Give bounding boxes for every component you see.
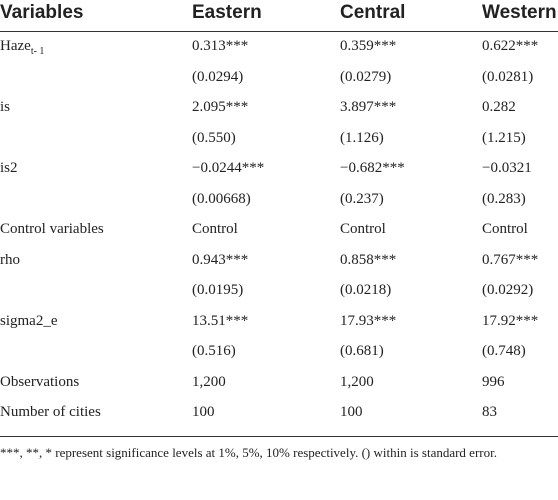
cell-value: 17.93*** <box>340 312 397 329</box>
cell-value: (0.0292) <box>482 282 534 298</box>
cell-value: 0.622*** <box>482 38 539 54</box>
cell-value: 83 <box>482 404 497 420</box>
cell-value: −0.682*** <box>340 160 405 176</box>
row-label: sigma2_e <box>0 312 58 329</box>
row-label: Observations <box>0 373 80 390</box>
cell-value: −0.0244*** <box>192 160 265 176</box>
cell-value: (0.550) <box>192 129 236 146</box>
cell-value: 1,200 <box>340 373 374 390</box>
row-label: Number of cities <box>0 404 101 420</box>
column-header: Central <box>340 2 406 23</box>
cell-value: 0.767*** <box>482 251 539 268</box>
row-label: is2 <box>0 160 18 176</box>
cell-value: Control <box>482 221 528 237</box>
cell-value: 1,200 <box>192 373 226 390</box>
cell-value: (0.516) <box>192 343 236 359</box>
cell-value: (0.0218) <box>340 282 392 298</box>
cell-value: 996 <box>482 373 505 390</box>
cell-value: 13.51*** <box>192 312 249 329</box>
label-main: Haze <box>0 38 31 54</box>
column-header: Western <box>482 2 557 23</box>
cell-value: 0.359*** <box>340 38 397 54</box>
cell-value: Control <box>340 221 386 237</box>
cell-value: 3.897*** <box>340 99 397 115</box>
header-rule <box>0 31 558 32</box>
bottom-rule <box>0 436 558 437</box>
cell-value: 0.282 <box>482 99 516 115</box>
cell-value: (0.0281) <box>482 68 534 85</box>
row-label: is <box>0 99 11 115</box>
row-label: rho <box>0 251 20 268</box>
label-subscript: t- 1 <box>30 46 45 57</box>
cell-value: −0.0321 <box>482 160 532 176</box>
cell-value: 0.858*** <box>340 251 397 268</box>
cell-value: (0.748) <box>482 343 526 359</box>
cell-value: 2.095*** <box>192 99 249 115</box>
cell-value: (1.215) <box>482 129 526 146</box>
cell-value: (0.0279) <box>340 68 392 85</box>
cell-value: 17.92*** <box>482 312 539 329</box>
row-label: Hazet- 1 <box>0 36 44 62</box>
cell-value: (0.283) <box>482 190 526 207</box>
cell-value: 100 <box>340 404 363 420</box>
cell-value: (1.126) <box>340 129 384 146</box>
cell-value: (0.0195) <box>192 282 244 298</box>
table-note: ***, **, * represent significance levels… <box>0 445 497 460</box>
cell-value: (0.681) <box>340 343 384 359</box>
column-header: Eastern <box>192 2 262 23</box>
cell-value: Control <box>192 221 238 237</box>
row-label: Control variables <box>0 221 104 237</box>
cell-value: 100 <box>192 404 215 420</box>
cell-value: 0.943*** <box>192 251 249 268</box>
cell-value: 0.313*** <box>192 38 249 54</box>
cell-value: (0.00668) <box>192 190 251 207</box>
column-header: Variables <box>0 2 84 23</box>
cell-value: (0.237) <box>340 190 384 207</box>
cell-value: (0.0294) <box>192 68 244 85</box>
